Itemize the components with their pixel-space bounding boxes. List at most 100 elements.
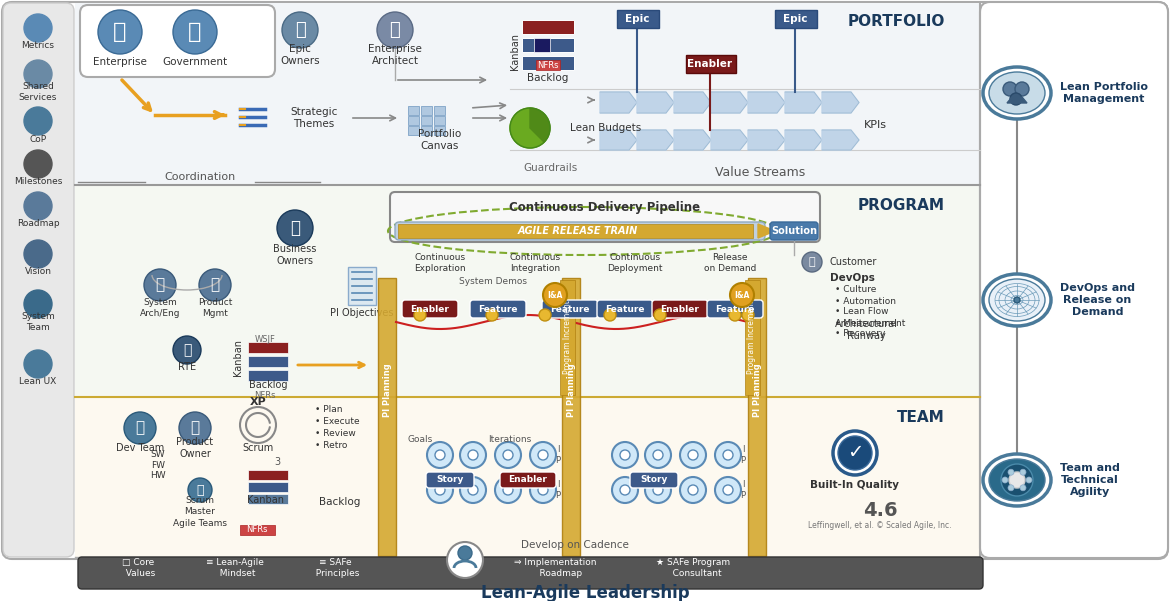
Circle shape (486, 309, 498, 321)
Text: PORTFOLIO: PORTFOLIO (847, 14, 945, 29)
Text: I
P: I P (556, 445, 560, 465)
Polygon shape (636, 92, 674, 113)
Text: Portfolio
Canvas: Portfolio Canvas (419, 129, 462, 151)
FancyBboxPatch shape (395, 222, 765, 240)
Circle shape (1026, 477, 1032, 483)
Circle shape (173, 336, 201, 364)
Text: Enabler: Enabler (411, 305, 449, 314)
Text: 👤: 👤 (211, 278, 220, 293)
Circle shape (1014, 297, 1020, 303)
Text: Epic: Epic (783, 14, 807, 24)
Polygon shape (636, 130, 674, 150)
Text: 3: 3 (274, 457, 280, 467)
Circle shape (530, 477, 556, 503)
Text: • Lean Flow: • Lean Flow (835, 308, 888, 317)
Polygon shape (674, 130, 711, 150)
Bar (522, 20, 574, 34)
Text: Solution: Solution (771, 226, 817, 236)
Bar (248, 342, 288, 353)
Bar (248, 482, 288, 492)
Bar (748, 278, 766, 556)
Circle shape (645, 442, 672, 468)
Text: Scrum
Master: Scrum Master (185, 496, 215, 516)
FancyBboxPatch shape (426, 472, 474, 488)
Text: Agile Teams: Agile Teams (173, 519, 227, 528)
Circle shape (654, 309, 666, 321)
Bar (617, 10, 659, 28)
Bar (347, 267, 376, 305)
Text: Built-In Quality: Built-In Quality (811, 480, 900, 490)
Circle shape (742, 309, 753, 321)
Text: Kanban: Kanban (247, 495, 283, 505)
FancyBboxPatch shape (470, 300, 526, 318)
Polygon shape (785, 92, 823, 113)
Text: DevOps and
Release on
Demand: DevOps and Release on Demand (1060, 284, 1135, 317)
Circle shape (723, 485, 732, 495)
Text: PI Planning: PI Planning (752, 363, 762, 417)
Ellipse shape (983, 274, 1051, 326)
Circle shape (612, 477, 638, 503)
Circle shape (620, 485, 629, 495)
Text: I
P: I P (556, 480, 560, 499)
Text: • Automation: • Automation (835, 296, 896, 305)
Circle shape (457, 546, 472, 560)
Circle shape (25, 60, 51, 88)
Text: Guardrails: Guardrails (523, 163, 577, 173)
Circle shape (838, 436, 872, 470)
Text: PI Planning: PI Planning (566, 363, 576, 417)
Text: Epic: Epic (625, 14, 649, 24)
Text: NFRs: NFRs (246, 525, 268, 534)
Text: 👥: 👥 (295, 21, 305, 39)
Circle shape (435, 485, 445, 495)
Circle shape (503, 485, 512, 495)
Text: 👤: 👤 (808, 257, 815, 267)
Circle shape (427, 477, 453, 503)
Text: ≡ Lean-Agile
  Mindset: ≡ Lean-Agile Mindset (206, 558, 264, 578)
FancyBboxPatch shape (980, 2, 1168, 558)
Circle shape (538, 450, 548, 460)
Text: Dev Team: Dev Team (116, 443, 164, 453)
Text: CoP: CoP (29, 135, 47, 144)
Bar (408, 126, 419, 135)
Circle shape (460, 442, 486, 468)
Text: RTE: RTE (178, 362, 197, 372)
Circle shape (1010, 93, 1023, 105)
Circle shape (460, 477, 486, 503)
Polygon shape (785, 130, 823, 150)
Text: • Measurement: • Measurement (835, 319, 906, 328)
Text: 👤: 👤 (156, 278, 165, 293)
Text: • Execute: • Execute (315, 418, 359, 427)
Text: Enterprise
Architect: Enterprise Architect (369, 44, 422, 66)
Text: 🏛: 🏛 (188, 22, 201, 42)
Text: Epic
Owners: Epic Owners (280, 44, 319, 66)
Bar (522, 38, 574, 52)
Circle shape (124, 412, 156, 444)
Bar (75, 397, 980, 557)
FancyBboxPatch shape (390, 192, 820, 242)
Bar (408, 116, 419, 125)
Circle shape (495, 442, 521, 468)
Text: Feature: Feature (715, 305, 755, 314)
Circle shape (688, 450, 698, 460)
Polygon shape (823, 92, 859, 113)
Text: Lean-Agile Leadership: Lean-Agile Leadership (481, 584, 689, 601)
Ellipse shape (989, 459, 1045, 501)
Ellipse shape (983, 67, 1051, 119)
Bar (536, 60, 560, 70)
FancyBboxPatch shape (4, 3, 74, 557)
FancyBboxPatch shape (500, 472, 556, 488)
Circle shape (538, 485, 548, 495)
Circle shape (199, 269, 230, 301)
Polygon shape (510, 108, 544, 148)
Text: Iterations: Iterations (488, 436, 531, 445)
Circle shape (543, 283, 567, 307)
Circle shape (612, 442, 638, 468)
Text: 👤: 👤 (183, 343, 191, 357)
Polygon shape (748, 130, 785, 150)
Bar (248, 356, 288, 367)
Circle shape (653, 485, 663, 495)
FancyBboxPatch shape (652, 300, 708, 318)
Circle shape (1003, 82, 1017, 96)
Text: System
Arch/Eng: System Arch/Eng (139, 298, 180, 318)
Text: Shared
Services: Shared Services (19, 82, 57, 102)
